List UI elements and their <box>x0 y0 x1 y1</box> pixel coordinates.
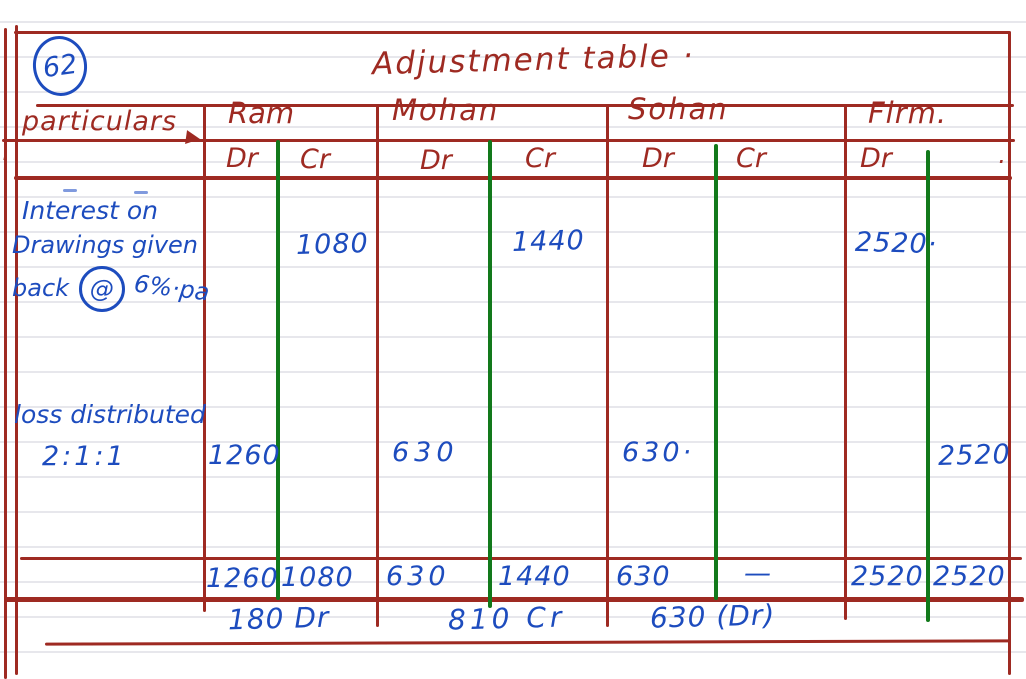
loss-firm-cr-amount: 2520 <box>937 439 1012 472</box>
ram-dr-header: Dr <box>226 143 258 174</box>
total-firm-cr: 2520 <box>933 561 1006 592</box>
column-divider-particulars <box>203 106 206 612</box>
table-bottom-line <box>44 639 1012 646</box>
firm-dr-header: Dr <box>860 143 892 174</box>
header-drcr-underline <box>14 176 1012 180</box>
loss-row-particulars-line2: 2:1:1 <box>42 441 127 472</box>
partner-mohan-label: Mohan <box>392 93 500 127</box>
drcr-divider-mohan <box>488 140 492 608</box>
circled-at-symbol: @ <box>78 266 125 312</box>
question-number-badge: 62 <box>29 32 91 100</box>
loss-sohan-dr-amount: 630· <box>622 437 695 468</box>
total-mohan-dr: 630 <box>386 561 450 592</box>
title-underline <box>36 104 1014 107</box>
loss-mohan-dr-amount: 630 <box>392 437 459 468</box>
interest-firm-dr-amount: 2520· <box>854 226 938 261</box>
sohan-cr-header: Cr <box>736 143 766 174</box>
total-firm-dr: 2520 <box>851 561 924 592</box>
partner-sohan-label: Sohan <box>628 92 729 126</box>
page-title: Adjustment table · <box>371 37 696 83</box>
total-mohan-cr: 1440 <box>498 561 571 592</box>
total-ram-cr: 1080 <box>281 562 354 593</box>
mohan-cr-header: Cr <box>525 143 555 174</box>
interest-ram-cr-amount: 1080 <box>295 228 370 261</box>
header-names-underline <box>2 139 1015 142</box>
left-margin-line <box>4 28 7 679</box>
question-number: 62 <box>40 48 80 84</box>
ram-cr-header: Cr <box>300 144 330 175</box>
partner-firm-label: Firm. <box>868 96 948 130</box>
column-divider-ram-mohan <box>376 106 379 627</box>
loss-row-particulars-line1: loss distributed <box>14 400 206 429</box>
table-right-border <box>1008 31 1011 675</box>
particulars-label: particulars <box>22 106 178 137</box>
sohan-dr-header: Dr <box>642 143 674 174</box>
stray-ink-mark <box>134 191 148 194</box>
drcr-divider-sohan <box>714 144 718 600</box>
interest-mohan-cr-amount: 1440 <box>511 225 586 258</box>
margin-period-mark: . <box>2 138 10 166</box>
totals-bottom-line <box>5 597 1024 602</box>
totals-top-line <box>20 557 1022 560</box>
drcr-divider-firm <box>926 150 930 622</box>
column-divider-sohan-firm <box>844 106 847 620</box>
mohan-dr-header: Dr <box>420 145 452 176</box>
firm-cr-header-mark: · <box>997 148 1005 176</box>
table-left-border <box>15 25 18 675</box>
table-top-border <box>14 31 1010 34</box>
total-sohan-cr-dash: — <box>744 558 772 589</box>
net-mohan-result: 810 Cr <box>447 600 566 637</box>
total-sohan-dr: 630 <box>616 561 671 592</box>
particulars-arrow-icon <box>185 130 201 146</box>
interest-row-particulars-line2: Drawings given <box>12 231 199 259</box>
net-ram-result: 180 Dr <box>227 600 330 637</box>
loss-ram-dr-amount: 1260 <box>208 440 281 471</box>
stray-ink-mark <box>63 189 77 192</box>
partner-ram-label: Ram <box>228 96 295 130</box>
interest-row-back-word: back <box>12 274 70 302</box>
interest-row-rate: 6%·pa <box>132 269 212 307</box>
interest-row-particulars-line1: Interest on <box>22 196 158 225</box>
total-ram-dr: 1260 <box>206 563 279 594</box>
column-divider-mohan-sohan <box>606 106 609 627</box>
net-sohan-result: 630 (Dr) <box>649 598 776 635</box>
drcr-divider-ram <box>276 140 280 600</box>
interest-row-particulars-line3: back @ 6%·pa <box>12 266 212 312</box>
